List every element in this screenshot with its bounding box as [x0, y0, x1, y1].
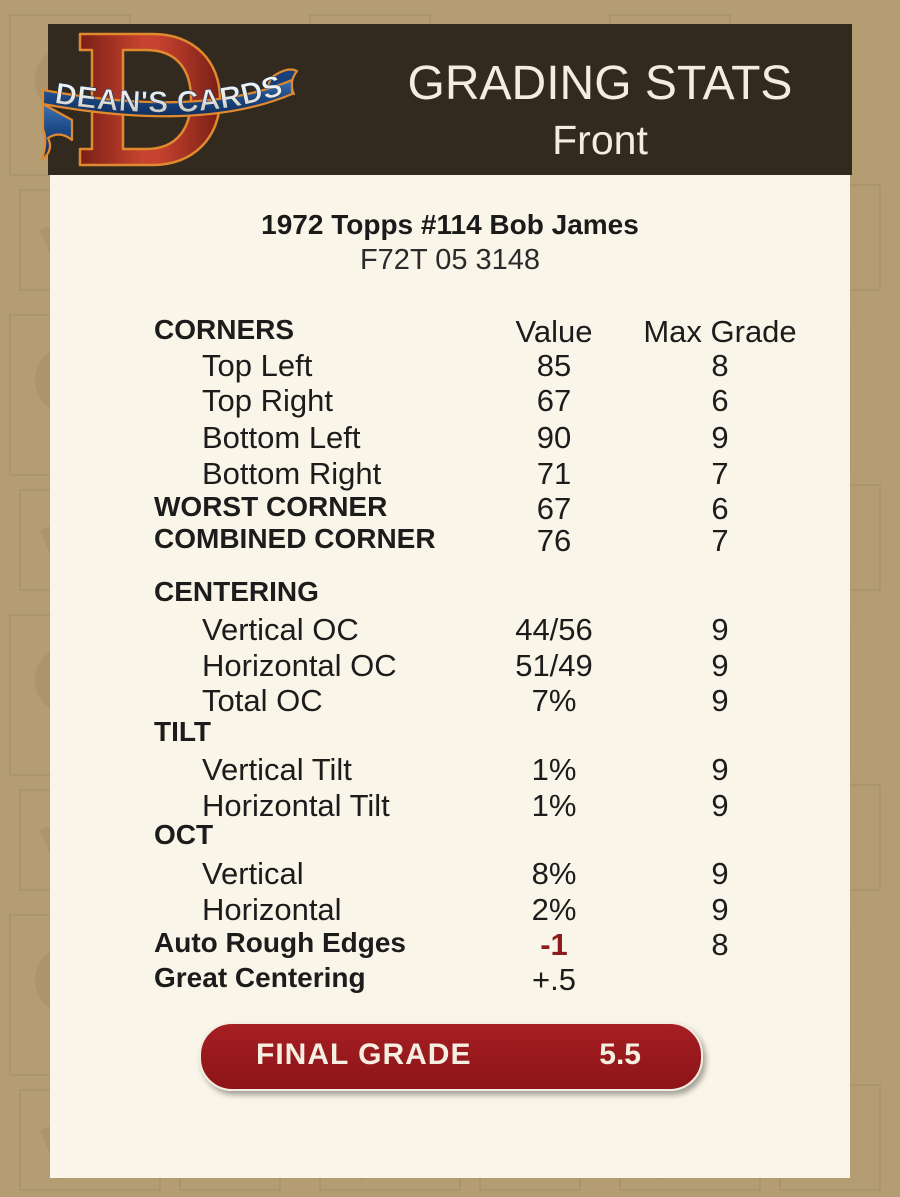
svg-text:DEAN'S CARDS: DEAN'S CARDS — [53, 69, 287, 119]
